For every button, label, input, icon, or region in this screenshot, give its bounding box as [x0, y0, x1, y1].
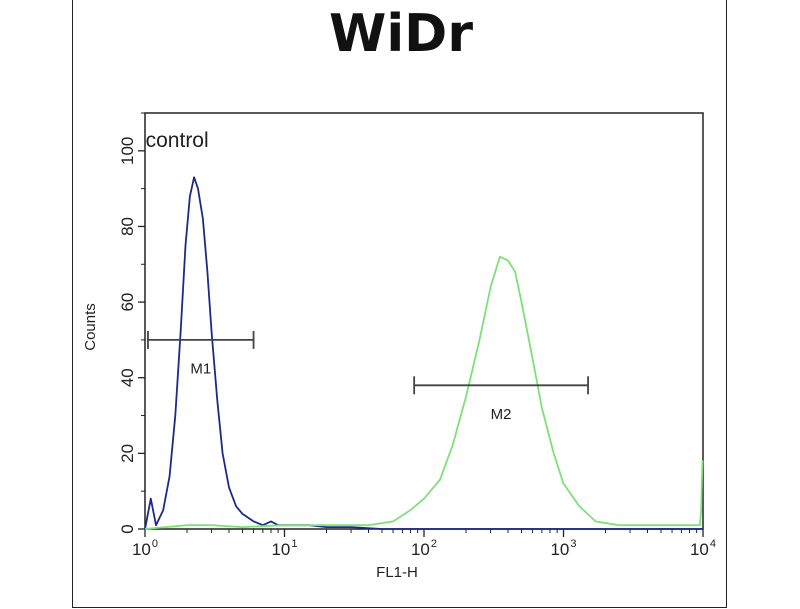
y-tick-label: 40: [118, 368, 137, 387]
x-tick-label: 100: [132, 538, 158, 559]
figure-frame: WiDr 100 101 102 103 104 0 20 40 60 80 100 M1 M2 co…: [72, 0, 727, 608]
y-tick-label: 60: [118, 293, 137, 312]
histogram-chart: WiDr 100 101 102 103 104 0 20 40 60 80 100 M1 M2 co…: [82, 4, 716, 581]
x-tick-label: 103: [550, 538, 576, 559]
x-axis-label: FL1-H: [376, 564, 418, 581]
x-tick-label: 102: [411, 538, 437, 559]
annotation-layer: control: [146, 129, 209, 152]
y-tick-label: 0: [118, 524, 137, 533]
marker-label-m1: M1: [190, 361, 211, 378]
annotation-control: control: [146, 129, 209, 152]
series-line-1: [144, 255, 704, 530]
y-tick-label: 80: [118, 217, 137, 236]
marker-label-m2: M2: [491, 406, 512, 423]
y-axis-label: Counts: [82, 303, 99, 351]
series-layer: [144, 176, 704, 530]
y-tick-label: 20: [118, 444, 137, 463]
chart-title: WiDr: [329, 4, 473, 64]
series-line-0: [144, 176, 703, 530]
x-tick-label: 104: [690, 538, 716, 559]
axis-ticks: 100 101 102 103 104 0 20 40 60 80 100: [118, 112, 716, 559]
y-tick-label: 100: [118, 137, 137, 165]
x-tick-label: 101: [271, 538, 297, 559]
markers-layer: M1 M2: [147, 330, 589, 423]
plot-area: [144, 112, 704, 530]
